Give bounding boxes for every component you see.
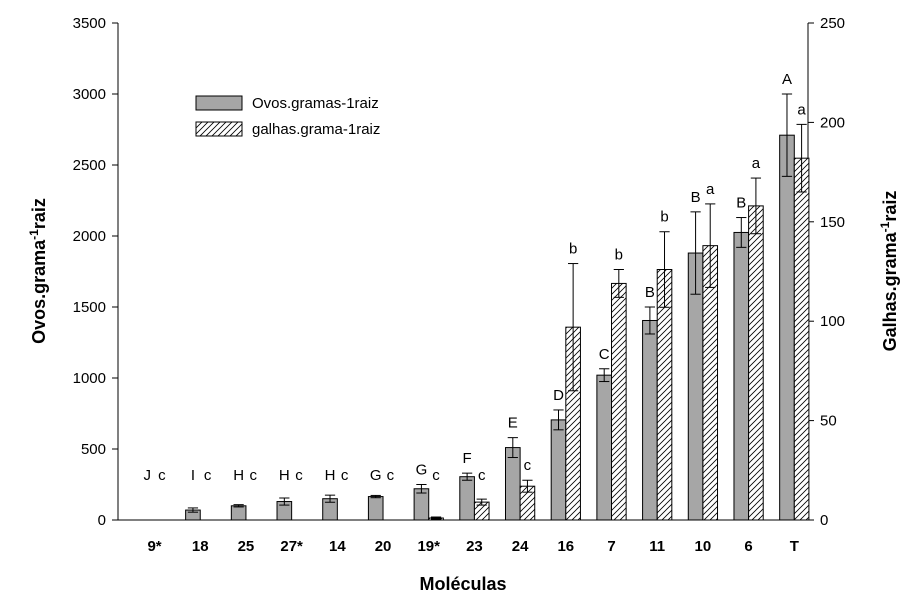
x-tick-label: 19*: [417, 538, 440, 555]
x-tick-label: 25: [238, 538, 255, 555]
significance-letter: J: [143, 467, 151, 484]
x-tick-label: 11: [649, 538, 665, 555]
legend-label-ovos: Ovos.gramas-1raiz: [252, 95, 379, 112]
x-axis-title: Moléculas: [419, 574, 506, 594]
y-left-tick-label: 2500: [73, 157, 106, 174]
x-tick-label: 14: [329, 538, 346, 555]
x-tick-label: 7: [607, 538, 615, 555]
significance-letter: C: [599, 346, 610, 363]
y-right-tick-label: 150: [820, 214, 845, 231]
significance-letter: a: [706, 181, 715, 198]
y-axis-title-right: Galhas.grama-1raiz: [878, 191, 900, 352]
significance-letter: c: [158, 467, 166, 484]
legend-swatch-galhas: [195, 121, 243, 137]
y-right-title-sup: -1: [878, 221, 892, 232]
legend: Ovos.gramas-1raiz galhas.grama-1raiz: [195, 95, 380, 138]
y-left-title-main: Ovos.grama: [29, 239, 49, 344]
y-left-tick-label: 0: [98, 512, 106, 529]
significance-letter: c: [341, 467, 349, 484]
y-left-tick-label: 1000: [73, 370, 106, 387]
significance-letter: E: [508, 415, 518, 432]
y-left-tick-label: 3000: [73, 86, 106, 103]
significance-letter: c: [250, 467, 258, 484]
bar-galhas: [611, 282, 627, 521]
y-right-title-tail: raiz: [880, 191, 900, 222]
significance-letter: b: [569, 241, 577, 258]
y-left-tick-label: 1500: [73, 299, 106, 316]
significance-letter: c: [387, 467, 395, 484]
y-right-tick-label: 0: [820, 512, 828, 529]
significance-letter: c: [478, 467, 486, 484]
bar-ovos: [733, 231, 750, 521]
legend-label-galhas: galhas.grama-1raiz: [252, 121, 380, 138]
significance-letter: B: [691, 189, 701, 206]
significance-letter: c: [295, 467, 303, 484]
y-axis-title-left: Ovos.grama-1raiz: [27, 198, 49, 344]
significance-letter: b: [615, 247, 623, 264]
bar-ovos: [642, 319, 658, 521]
significance-letter: B: [736, 195, 746, 212]
y-left-title-sup: -1: [27, 229, 41, 240]
y-right-title-main: Galhas.grama: [880, 231, 900, 351]
x-tick-label: 10: [695, 538, 712, 555]
bar-galhas: [793, 157, 810, 521]
significance-letter: G: [370, 467, 382, 484]
x-tick-label: 24: [512, 538, 529, 555]
significance-letter: G: [416, 462, 428, 479]
y-right-tick-label: 200: [820, 114, 845, 131]
y-left-tick-label: 3500: [73, 15, 106, 32]
significance-letter: c: [432, 467, 440, 484]
bar-ovos: [596, 374, 613, 521]
bar-ovos: [550, 419, 567, 521]
y-right-tick-label: 250: [820, 15, 845, 32]
y-left-tick-label: 2000: [73, 228, 106, 245]
x-tick-label: 18: [192, 538, 209, 555]
significance-letter: A: [782, 71, 792, 88]
y-right-tick-label: 100: [820, 313, 845, 330]
x-tick-label: 23: [466, 538, 483, 555]
y-left-title-tail: raiz: [29, 198, 49, 229]
significance-letter: a: [752, 155, 761, 172]
x-tick-label: 6: [744, 538, 752, 555]
significance-letter: I: [191, 467, 195, 484]
x-tick-label: 20: [375, 538, 392, 555]
y-right-tick-label: 50: [820, 413, 837, 430]
plot-area: 0 500 1000 1500 2000 2500 3000 3500 0 50 100 150 200…: [73, 15, 845, 555]
significance-letter: c: [204, 467, 212, 484]
bar-ovos: [779, 134, 795, 521]
bar-ovos: [459, 476, 475, 521]
significance-letter: b: [660, 209, 668, 226]
significance-letter: B: [645, 284, 655, 301]
bar-ovos: [230, 505, 247, 521]
significance-letter: a: [797, 101, 806, 118]
significance-letter: H: [325, 467, 336, 484]
legend-swatch-ovos: [195, 95, 243, 111]
significance-letter: D: [553, 387, 564, 404]
x-tick-label: 16: [557, 538, 574, 555]
bar-galhas: [748, 205, 764, 521]
significance-letter: c: [524, 457, 532, 474]
bar-ovos: [367, 496, 384, 521]
x-tick-label: T: [790, 538, 799, 555]
bar-ovos: [504, 447, 521, 521]
x-tick-label: 27*: [280, 538, 303, 555]
significance-letter: F: [463, 450, 472, 467]
y-left-tick-label: 500: [81, 441, 106, 458]
significance-letter: H: [233, 467, 244, 484]
x-tick-label: 9*: [147, 538, 161, 555]
significance-letter: H: [279, 467, 290, 484]
